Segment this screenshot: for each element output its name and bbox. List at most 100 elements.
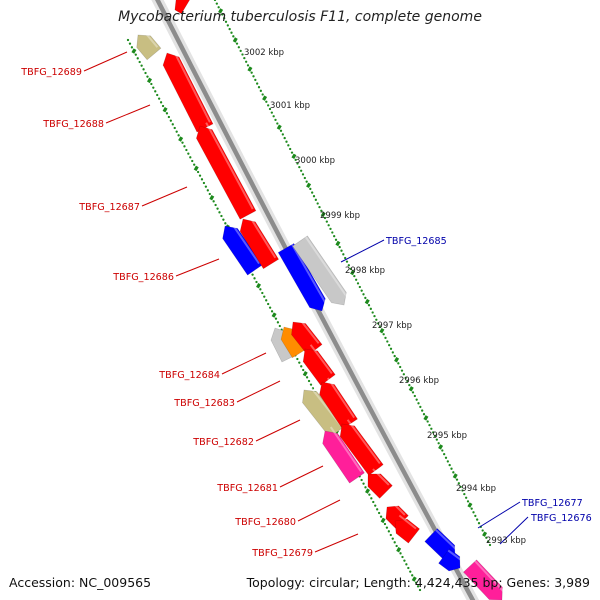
gene-label-tbfg-12676[interactable]: TBFG_12676 bbox=[530, 513, 592, 524]
tick-dot bbox=[369, 307, 372, 310]
tick-dot bbox=[126, 38, 130, 42]
gene-label-tbfg-12683[interactable]: TBFG_12683 bbox=[173, 398, 235, 409]
tick-dot bbox=[474, 514, 477, 518]
tick-dot bbox=[435, 438, 438, 441]
gene-label-tbfg-12687[interactable]: TBFG_12687 bbox=[78, 202, 140, 213]
gene-arrow bbox=[222, 225, 263, 276]
tick-dot bbox=[226, 24, 229, 27]
tick-dot bbox=[437, 442, 440, 445]
major-tick bbox=[467, 502, 473, 508]
tick-dot bbox=[237, 46, 240, 49]
gene-arrow bbox=[394, 518, 420, 544]
gene-arrow-highlight bbox=[309, 344, 333, 375]
tick-dot bbox=[391, 537, 394, 540]
gene-label-tbfg-12681[interactable]: TBFG_12681 bbox=[216, 483, 278, 494]
gene-label-tbfg-12679[interactable]: TBFG_12679 bbox=[251, 548, 313, 559]
gene-arrow bbox=[277, 243, 326, 312]
tick-dot bbox=[274, 317, 278, 320]
gene-label-tbfg-12680[interactable]: TBFG_12680 bbox=[234, 517, 296, 528]
leader-line bbox=[297, 499, 341, 522]
tick-dot bbox=[252, 75, 255, 78]
major-tick bbox=[423, 415, 429, 421]
major-tick bbox=[379, 327, 385, 334]
tick-dot bbox=[303, 176, 306, 180]
tick-dot bbox=[305, 376, 309, 379]
gene-label-tbfg-12682[interactable]: TBFG_12682 bbox=[192, 437, 254, 448]
gene-feature[interactable] bbox=[335, 419, 384, 476]
tick-dot bbox=[334, 238, 338, 241]
gene-feature[interactable] bbox=[235, 214, 280, 270]
tick-dot bbox=[214, 203, 217, 207]
gene-label-tbfg-12686[interactable]: TBFG_12686 bbox=[112, 272, 174, 283]
gene-label-tbfg-12677[interactable]: TBFG_12677 bbox=[521, 498, 583, 509]
gene-feature[interactable] bbox=[438, 548, 466, 575]
tick-dot bbox=[316, 202, 319, 205]
tick-dot bbox=[411, 574, 414, 577]
gene-arrow-highlight bbox=[297, 317, 320, 344]
tick-dot bbox=[128, 42, 132, 45]
gene-label-tbfg-12688[interactable]: TBFG_12688 bbox=[42, 119, 104, 130]
tick-dot bbox=[401, 555, 404, 559]
major-tick bbox=[452, 473, 458, 479]
major-tick bbox=[262, 95, 268, 101]
gene-feature[interactable] bbox=[318, 426, 365, 484]
major-tick bbox=[276, 124, 282, 130]
tick-dot bbox=[403, 559, 406, 562]
tick-dot bbox=[235, 42, 239, 45]
gene-feature[interactable] bbox=[131, 29, 162, 61]
tick-dot bbox=[404, 376, 407, 380]
tick-dot bbox=[220, 214, 223, 218]
tick-dot bbox=[320, 209, 323, 212]
tick-dot bbox=[302, 368, 305, 372]
tick-dot bbox=[251, 273, 254, 276]
tick-dot bbox=[426, 420, 429, 423]
gene-feature[interactable] bbox=[171, 0, 192, 15]
tick-dot bbox=[384, 336, 387, 340]
gene-arrow bbox=[438, 548, 461, 572]
gene-label-tbfg-12684[interactable]: TBFG_12684 bbox=[158, 370, 220, 381]
tick-dot bbox=[157, 97, 161, 100]
tick-dot bbox=[400, 369, 404, 372]
gene-feature[interactable] bbox=[277, 243, 330, 316]
gene-feature[interactable] bbox=[292, 235, 352, 310]
tick-dot bbox=[364, 296, 367, 300]
tick-dot bbox=[397, 362, 400, 365]
tick-dot bbox=[382, 333, 385, 336]
major-tick bbox=[209, 195, 215, 201]
position-label-2995-kbp: 2995 kbp bbox=[427, 431, 467, 441]
major-tick bbox=[350, 269, 356, 276]
gene-feature[interactable] bbox=[218, 221, 263, 276]
tick-dot bbox=[218, 211, 221, 214]
tick-dot bbox=[287, 144, 290, 147]
tick-dot bbox=[399, 365, 402, 369]
leader-line bbox=[236, 380, 281, 403]
gene-label-tbfg-12689[interactable]: TBFG_12689 bbox=[20, 67, 82, 78]
tick-dot bbox=[311, 387, 315, 390]
tick-dot bbox=[270, 111, 273, 114]
tick-dot bbox=[309, 187, 312, 191]
gene-feature[interactable] bbox=[362, 468, 393, 499]
tick-dot bbox=[283, 136, 286, 140]
tick-dot bbox=[224, 222, 227, 225]
tick-dot bbox=[223, 17, 226, 20]
gene-feature[interactable] bbox=[389, 514, 420, 544]
major-tick bbox=[364, 298, 370, 305]
tick-dot bbox=[376, 508, 379, 511]
tick-dot bbox=[138, 60, 141, 64]
label-leader-lines bbox=[83, 51, 529, 553]
tick-dot bbox=[259, 288, 262, 291]
major-tick bbox=[411, 576, 417, 582]
tick-dot bbox=[301, 173, 305, 176]
tick-dot bbox=[342, 253, 345, 256]
gene-feature[interactable] bbox=[192, 122, 257, 220]
tick-dot bbox=[318, 205, 321, 209]
gene-arrow-highlight bbox=[205, 122, 254, 210]
tick-dot bbox=[417, 402, 420, 405]
tick-dot bbox=[196, 170, 200, 174]
tick-dot bbox=[144, 71, 147, 75]
tick-dot bbox=[169, 119, 172, 122]
gene-label-tbfg-12685[interactable]: TBFG_12685 bbox=[385, 236, 447, 247]
tick-dot bbox=[268, 306, 272, 309]
tick-dot bbox=[202, 181, 206, 185]
gene-arrow-highlight bbox=[346, 419, 381, 465]
